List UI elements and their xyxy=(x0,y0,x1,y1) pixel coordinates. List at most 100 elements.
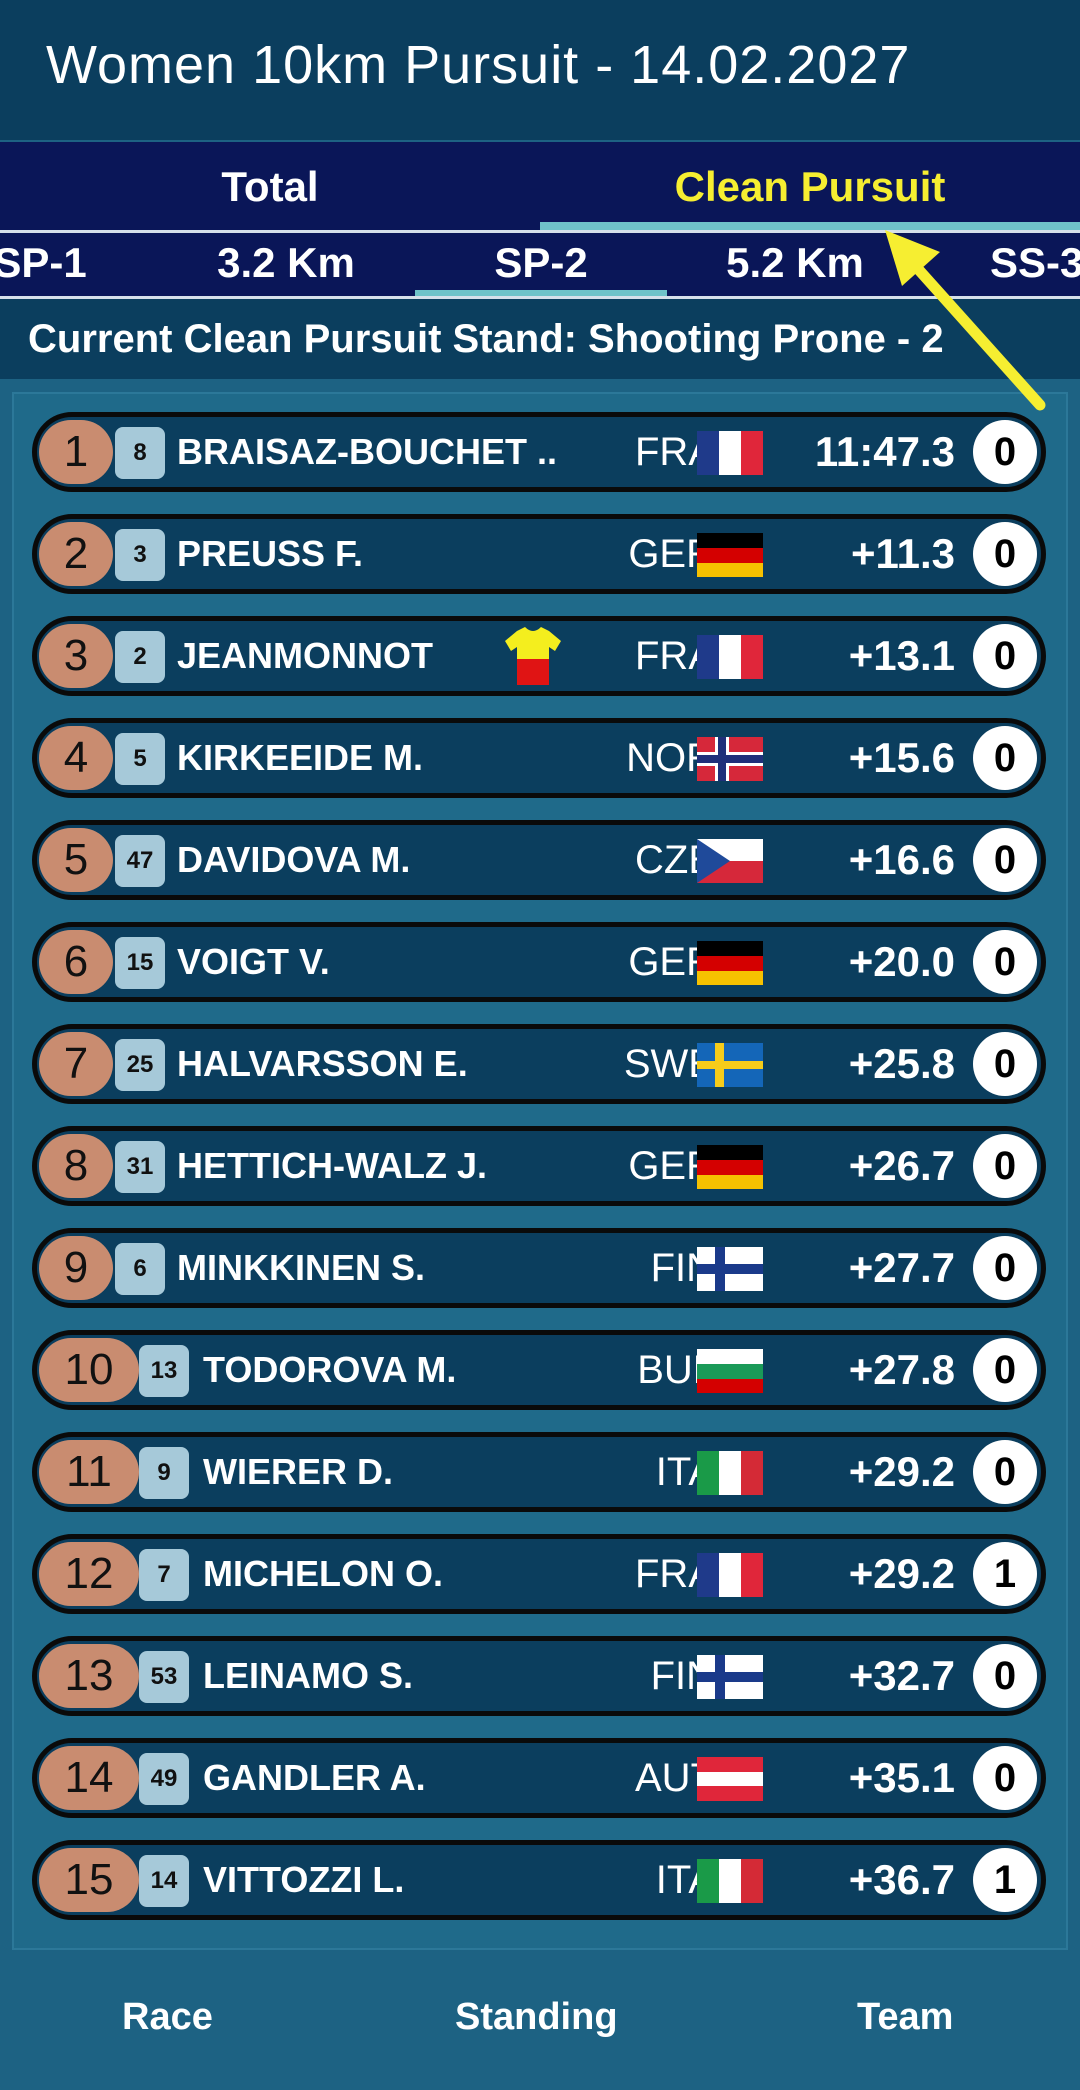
result-row[interactable]: 6 15 VOIGT V. GER +20.0 0 xyxy=(32,922,1046,1002)
rank-badge: 5 xyxy=(39,828,113,892)
tab-total[interactable]: Total xyxy=(221,163,319,210)
nav-race[interactable]: Race xyxy=(122,1996,213,2038)
rank-badge: 7 xyxy=(39,1032,113,1096)
bib-number: 53 xyxy=(139,1651,189,1703)
athlete-name: HETTICH-WALZ J. xyxy=(177,1145,487,1186)
result-time: +26.7 xyxy=(848,1142,955,1189)
shooting-misses: 0 xyxy=(973,1236,1037,1300)
bib-number: 14 xyxy=(139,1855,189,1907)
shooting-misses: 0 xyxy=(973,1134,1037,1198)
split-selector[interactable]: SP-1 3.2 Km SP-2 5.2 Km SS-3 xyxy=(0,233,1080,296)
shooting-misses: 0 xyxy=(973,1032,1037,1096)
athlete-name: WIERER D. xyxy=(203,1451,394,1492)
result-row[interactable]: 2 3 PREUSS F. GER +11.3 0 xyxy=(32,514,1046,594)
result-time: +25.8 xyxy=(848,1040,955,1087)
flag-fra-icon xyxy=(697,635,763,679)
nav-team[interactable]: Team xyxy=(857,1996,954,2038)
result-time: +20.0 xyxy=(848,938,955,985)
rank-badge: 11 xyxy=(39,1440,139,1504)
divider xyxy=(0,230,1080,233)
nav-standing[interactable]: Standing xyxy=(455,1996,618,2038)
rank-badge: 13 xyxy=(39,1644,139,1708)
split-3-2-km[interactable]: 3.2 Km xyxy=(217,239,355,286)
result-time: +35.1 xyxy=(848,1754,955,1801)
athlete-name: VOIGT V. xyxy=(177,941,330,982)
athlete-name: DAVIDOVA M. xyxy=(177,839,411,880)
bib-number: 3 xyxy=(115,529,165,581)
shooting-misses: 0 xyxy=(973,1746,1037,1810)
rank-badge: 1 xyxy=(39,420,113,484)
active-tab-indicator xyxy=(540,222,1080,230)
result-row[interactable]: 7 25 HALVARSSON E. SWE +25.8 0 xyxy=(32,1024,1046,1104)
rank-badge: 3 xyxy=(39,624,113,688)
result-row[interactable]: 14 49 GANDLER A. AUT +35.1 0 xyxy=(32,1738,1046,1818)
result-row[interactable]: 5 47 DAVIDOVA M. CZE +16.6 0 xyxy=(32,820,1046,900)
shooting-misses: 0 xyxy=(973,930,1037,994)
flag-ger-icon xyxy=(697,941,763,985)
flag-ita-icon xyxy=(697,1859,763,1903)
flag-fra-icon xyxy=(697,431,763,475)
athlete-name: MICHELON O. xyxy=(203,1553,443,1594)
bib-number: 31 xyxy=(115,1141,165,1193)
result-time: +27.7 xyxy=(848,1244,955,1291)
result-row[interactable]: 1 8 BRAISAZ-BOUCHET .. FRA 11:47.3 0 xyxy=(32,412,1046,492)
result-time: +16.6 xyxy=(848,836,955,883)
tab-clean-pursuit[interactable]: Clean Pursuit xyxy=(674,163,946,210)
shooting-misses: 0 xyxy=(973,624,1037,688)
result-row[interactable]: 4 5 KIRKEEIDE M. NOR +15.6 0 xyxy=(32,718,1046,798)
bib-number: 7 xyxy=(139,1549,189,1601)
athlete-name: VITTOZZI L. xyxy=(203,1859,405,1900)
flag-ita-icon xyxy=(697,1451,763,1495)
split-sp-1[interactable]: SP-1 xyxy=(0,239,87,286)
result-row[interactable]: 8 31 HETTICH-WALZ J. GER +26.7 0 xyxy=(32,1126,1046,1206)
shooting-misses: 1 xyxy=(973,1848,1037,1912)
result-row[interactable]: 9 6 MINKKINEN S. FIN +27.7 0 xyxy=(32,1228,1046,1308)
result-row[interactable]: 13 53 LEINAMO S. FIN +32.7 0 xyxy=(32,1636,1046,1716)
split-5-2-km[interactable]: 5.2 Km xyxy=(726,239,864,286)
shooting-misses: 0 xyxy=(973,1440,1037,1504)
split-ss-3[interactable]: SS-3 xyxy=(990,239,1080,286)
athlete-name: PREUSS F. xyxy=(177,533,364,574)
bib-number: 2 xyxy=(115,631,165,683)
result-time: 11:47.3 xyxy=(814,428,955,475)
rank-badge: 15 xyxy=(39,1848,139,1912)
shooting-misses: 1 xyxy=(973,1542,1037,1606)
result-row[interactable]: 12 7 MICHELON O. FRA +29.2 1 xyxy=(32,1534,1046,1614)
tab-bar: Total Clean Pursuit xyxy=(0,142,1080,232)
flag-fin-icon xyxy=(697,1655,763,1699)
shooting-misses: 0 xyxy=(973,420,1037,484)
result-time: +15.6 xyxy=(848,734,955,781)
result-row[interactable]: 10 13 TODOROVA M. BUL +27.8 0 xyxy=(32,1330,1046,1410)
bib-number: 9 xyxy=(139,1447,189,1499)
result-row[interactable]: 15 14 VITTOZZI L. ITA +36.7 1 xyxy=(32,1840,1046,1920)
athlete-name: TODOROVA M. xyxy=(203,1349,457,1390)
athlete-name: BRAISAZ-BOUCHET .. xyxy=(177,431,557,472)
shooting-misses: 0 xyxy=(973,522,1037,586)
flag-ger-icon xyxy=(697,533,763,577)
result-time: +36.7 xyxy=(848,1856,955,1903)
bottom-navigation: Race Standing Team xyxy=(0,1950,1080,2090)
athlete-name: GANDLER A. xyxy=(203,1757,426,1798)
rank-badge: 14 xyxy=(39,1746,139,1810)
result-row[interactable]: 11 9 WIERER D. ITA +29.2 0 xyxy=(32,1432,1046,1512)
result-time: +32.7 xyxy=(848,1652,955,1699)
rank-badge: 6 xyxy=(39,930,113,994)
shooting-misses: 0 xyxy=(973,828,1037,892)
flag-swe-icon xyxy=(697,1043,763,1087)
flag-ger-icon xyxy=(697,1145,763,1189)
athlete-name: MINKKINEN S. xyxy=(177,1247,426,1288)
divider xyxy=(0,296,1080,299)
rank-badge: 12 xyxy=(39,1542,139,1606)
result-time: +27.8 xyxy=(848,1346,955,1393)
shooting-misses: 0 xyxy=(973,1338,1037,1402)
active-split-indicator xyxy=(415,290,667,296)
result-row[interactable]: 3 2 JEANMONNOT FRA +13.1 0 xyxy=(32,616,1046,696)
page-title: Women 10km Pursuit - 14.02.2027 xyxy=(46,35,911,95)
leader-jersey-icon xyxy=(505,627,561,685)
bib-number: 15 xyxy=(115,937,165,989)
flag-fin-icon xyxy=(697,1247,763,1291)
split-sp-2[interactable]: SP-2 xyxy=(494,239,588,286)
athlete-name: JEANMONNOT xyxy=(177,635,434,676)
shooting-misses: 0 xyxy=(973,1644,1037,1708)
bib-number: 13 xyxy=(139,1345,189,1397)
